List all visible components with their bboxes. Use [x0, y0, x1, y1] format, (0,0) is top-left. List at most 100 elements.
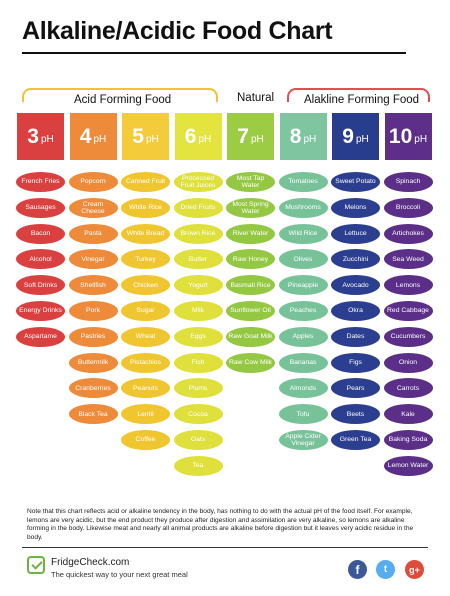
- food-item: Lemon Water: [383, 455, 433, 476]
- alkaline-category-label: Alakline Forming Food: [300, 94, 424, 106]
- food-item: Oats: [173, 430, 223, 450]
- food-item: Peanuts: [121, 378, 170, 399]
- ph-box-7: 7 pH: [227, 113, 274, 160]
- ph-unit: pH: [145, 134, 159, 145]
- food-item: Sea Weed: [383, 249, 433, 270]
- food-item: Coffee: [121, 430, 170, 450]
- food-item: Zucchini: [331, 249, 380, 270]
- food-item: French Fries: [16, 172, 65, 192]
- food-item: Olives: [278, 249, 328, 270]
- food-item: Sugar: [121, 301, 170, 321]
- food-item: Cucumbers: [383, 326, 433, 347]
- food-item: Peaches: [278, 301, 328, 321]
- food-item: Raw Goat Milk: [226, 326, 275, 347]
- food-item: Cranberries: [68, 378, 118, 399]
- ph-value: 8: [289, 124, 302, 148]
- ph-unit: pH: [250, 134, 264, 145]
- food-item: Wild Rice: [278, 223, 328, 244]
- food-item: Buttermilk: [68, 352, 118, 373]
- ph-value: 10: [388, 124, 413, 148]
- food-item: Melons: [331, 197, 380, 218]
- alkaline-bracket: [287, 88, 430, 102]
- neutral-category-label: Natural: [233, 92, 279, 104]
- food-item: Tomatoes: [278, 172, 328, 192]
- food-item: Vinegar: [68, 249, 118, 270]
- food-item: Canned Fruit: [121, 172, 170, 192]
- footer-divider: [22, 547, 428, 548]
- food-item: Pasta: [68, 223, 118, 244]
- facebook-icon[interactable]: f: [348, 560, 367, 579]
- food-item: Beets: [331, 404, 380, 425]
- ph-value: 5: [132, 124, 144, 148]
- food-item: Onion: [383, 352, 433, 373]
- food-item: Kale: [383, 404, 433, 425]
- ph-unit: pH: [355, 134, 369, 145]
- food-item: Sausages: [16, 197, 65, 218]
- food-item: Okra: [331, 301, 380, 321]
- food-item: Avocado: [331, 275, 380, 296]
- ph-unit: pH: [303, 134, 317, 145]
- food-item: Lettuce: [331, 223, 380, 244]
- ph-box-9: 9 pH: [332, 113, 379, 160]
- food-item: Cream Cheese: [68, 197, 118, 218]
- google-plus-icon[interactable]: g+: [405, 560, 424, 579]
- food-item: Eggs: [173, 326, 223, 347]
- food-item: Apple Cider Vinegar: [278, 430, 328, 450]
- brand-name[interactable]: FridgeCheck.com: [51, 557, 130, 568]
- food-item: Artichokes: [383, 223, 433, 244]
- food-item: Apples: [278, 326, 328, 347]
- acid-bracket: [22, 88, 218, 102]
- food-item: Pastries: [68, 326, 118, 347]
- food-item: Brown Rice: [173, 223, 223, 244]
- food-item: Yogurt: [173, 275, 223, 296]
- food-item: Sunflower Oil: [226, 301, 275, 321]
- food-item: Carrots: [383, 378, 433, 399]
- food-item: Tea: [173, 455, 223, 476]
- food-item: Shellfish: [68, 275, 118, 296]
- food-item: Alcohol: [16, 249, 65, 270]
- food-item: Popcorn: [68, 172, 118, 192]
- food-item: Plums: [173, 378, 223, 399]
- food-item: Dried Fruits: [173, 197, 223, 218]
- food-item: Green Tea: [331, 430, 380, 450]
- food-item: Butter: [173, 249, 223, 270]
- ph-value: 4: [79, 124, 92, 148]
- ph-value: 6: [184, 124, 197, 148]
- ph-box-10: 10 pH: [384, 113, 432, 160]
- food-item: River Water: [226, 223, 275, 244]
- ph-box-3: 3 pH: [17, 113, 64, 160]
- food-item: Aspartame: [16, 326, 65, 347]
- food-item: Fish: [173, 352, 223, 373]
- food-item: Bacon: [16, 223, 65, 244]
- food-item: Bananas: [278, 352, 328, 373]
- ph-unit: pH: [93, 134, 107, 145]
- food-item: Pistachios: [121, 352, 170, 373]
- food-item: Basmati Rice: [226, 275, 275, 296]
- food-item: Pineapple: [278, 275, 328, 296]
- ph-value: 9: [342, 124, 354, 148]
- food-item: Turkey: [121, 249, 170, 270]
- food-item: Tofu: [278, 404, 328, 425]
- ph-unit: pH: [198, 134, 212, 145]
- food-item: Wheat: [121, 326, 170, 347]
- title-divider: [22, 52, 406, 54]
- food-item: Most Tap Water: [226, 172, 275, 192]
- brand-tagline: The quickest way to your next great meal: [51, 570, 188, 579]
- page-title: Alkaline/Acidic Food Chart: [22, 17, 333, 45]
- ph-value: 7: [237, 124, 249, 148]
- food-item: Lemons: [383, 275, 433, 296]
- food-item: Processed Fruit Juices: [173, 172, 223, 192]
- food-item: Almonds: [278, 378, 328, 399]
- ph-unit: pH: [414, 134, 428, 145]
- food-item: Soft Drinks: [16, 275, 65, 296]
- food-item: Lentil: [121, 404, 170, 425]
- food-item: Raw Honey: [226, 249, 275, 270]
- food-item: Chicken: [121, 275, 170, 296]
- ph-box-5: 5 pH: [122, 113, 169, 160]
- twitter-icon[interactable]: t: [376, 560, 395, 579]
- ph-value: 3: [27, 124, 39, 148]
- disclaimer-note: Note that this chart reflects acid or al…: [27, 508, 414, 541]
- food-item: Mushrooms: [278, 197, 328, 218]
- acid-category-label: Acid Forming Food: [70, 94, 176, 106]
- food-item: Broccoli: [383, 197, 433, 218]
